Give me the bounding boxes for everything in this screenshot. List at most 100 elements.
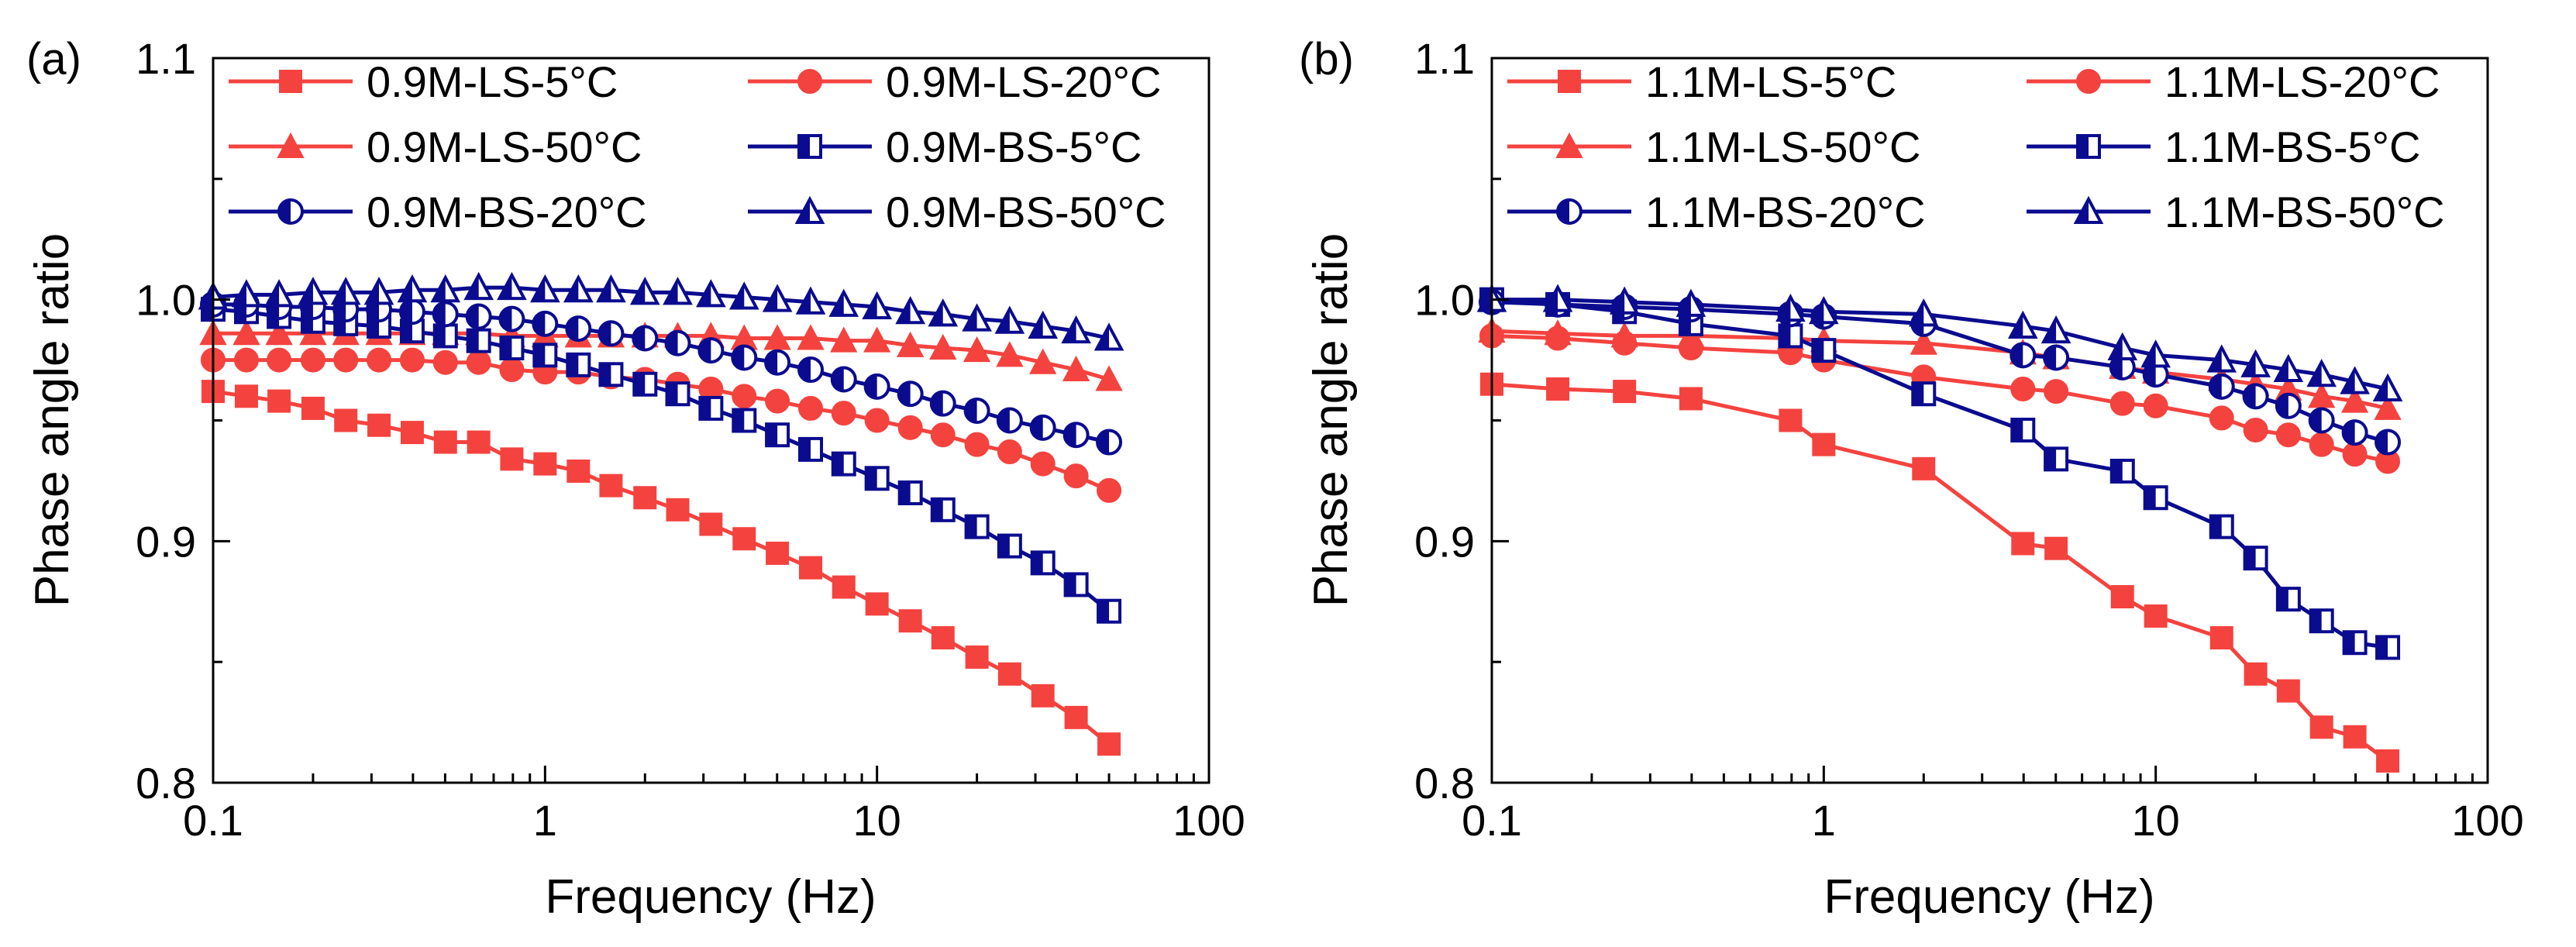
panel-a-series-1-point [234,384,258,408]
panel-a-series-1-point [633,486,657,510]
panel-b-series-4-point [2010,417,2036,443]
panel-a-series-3-point [1095,365,1123,391]
panel-a-series-6-point [397,274,428,303]
panel-a-series-5-point [1029,414,1056,441]
panel-a-series [198,271,1124,756]
panel-a-series-1-point [865,592,889,616]
panel-a-series-1-point [400,421,424,445]
panel-b-legend-label: 1.1M-LS-5°C [1645,57,1896,106]
panel-b-series-5-point [2009,342,2037,369]
panel-a-legend-entry: 0.9M-LS-5°C [229,57,618,106]
panel-a-x-tick-label: 100 [1173,796,1245,845]
panel-a-series-1-point [832,575,856,599]
panel-b-series-4-point [2209,514,2234,539]
panel-a-y-axis-title: Phase angle ratio [26,233,79,608]
panel-a-series-2-point [798,395,824,421]
panel-a-series-2-point [997,439,1022,465]
panel-a-series-2-point [367,347,392,373]
panel-b-series-1 [1480,372,2400,773]
panel-b-series-1-point [2376,749,2400,773]
panel-b-series-6-point [2040,315,2071,344]
panel-b-series-6-point [2273,353,2304,383]
panel-b-series-4-point [2109,458,2135,484]
panel-b-series-4-point [1811,338,1837,363]
panel-a-series-3-point [896,331,925,357]
panel-a-series-4-point [665,381,690,407]
panel-a-series-3-point [830,326,858,353]
panel-b-x-tick-label: 1 [1812,796,1836,845]
panel-b-series-6-point [2372,373,2403,401]
panel-a-series-6-point [563,274,594,303]
panel-a-series-2-point [333,347,359,373]
panel-b-series-6-point [1775,293,1806,322]
panel-a-series-3-point [232,319,260,346]
panel-b-series-5-point [2208,373,2235,400]
panel-b-series-6-point [1609,286,1640,315]
panel-a-series-6-point [363,277,394,305]
panel-b-series [1476,284,2403,773]
panel-a-series-5-point [897,381,924,408]
panel-a-x-tick-label: 0.1 [183,796,243,845]
panel-a-series-6-point [430,274,461,303]
panel-a-series-6-point [231,279,262,308]
panel-a-series-1-point [533,452,557,476]
panel-a-legend-label: 0.9M-LS-20°C [886,57,1161,106]
panel-b-series-6-point [2306,359,2337,387]
panel-a-series-4-point [997,533,1022,559]
panel-a-series-5-point [532,310,559,337]
panel-b-series-5-point [2375,429,2402,456]
panel-a-series-4-point [698,395,724,421]
panel-b-series-5-point [2275,392,2302,419]
panel-b-label: (b) [1299,34,1354,84]
panel-b-series-6-point [2107,332,2138,360]
panel-b-x-tick-label: 10 [2132,796,2180,845]
panel-b-series-1-point [1779,408,1803,432]
panel-a-series-5-point [432,301,459,328]
panel-a-series-4-point [1030,550,1056,576]
panel-a-series-6-point [696,279,726,308]
panel-a-series-6-point [762,284,793,312]
panel-a-series-4-point [598,362,624,387]
panel-a-series-6 [198,271,1124,351]
panel-a-legend-entry: 0.9M-BS-20°C [229,188,647,236]
panel-b-y-axis-title: Phase angle ratio [1304,233,1358,608]
panel-a-series-1 [201,380,1121,756]
panel-b-legend-label: 1.1M-BS-5°C [2164,122,2420,171]
panel-b-x-tick-label: 100 [2451,796,2523,845]
panel-a-series-1-point [898,609,922,633]
panel-a-legend-entry: 0.9M-BS-5°C [748,122,1142,171]
panel-a-series-1-point [267,389,291,413]
panel-a-label: (a) [26,34,81,84]
panel-b-series-6-point [2206,344,2237,373]
panel-a-series-2-line [213,358,1111,493]
panel-a-series-5-point [498,305,525,332]
panel-a-series-6-point [795,286,826,315]
panel-b-series-1-point [2309,715,2333,739]
panel-a-series-1-point [433,430,457,454]
panel-a-series-1-line [212,389,1111,746]
panel-a-series-4-point [499,336,525,360]
panel-a-y-tick-label: 1.1 [136,34,196,83]
panel-a-legend-label: 0.9M-LS-50°C [367,122,642,171]
panel-b-series-5-point [2242,383,2269,410]
panel-a-series-5-point [1096,429,1123,456]
panel-a-series-4-point [864,466,890,491]
panel-a-series-2-point [466,350,491,375]
panel-a-series-6-point [263,279,294,308]
panel-b-y-tick-label: 0.8 [1414,759,1475,808]
panel-a-legend-marker [277,198,304,225]
panel-b-legend-label: 1.1M-BS-20°C [1645,188,1926,236]
panel-a-series-2-point [864,408,890,433]
panel-b-legend-entry: 1.1M-BS-5°C [2027,122,2420,171]
panel-a-series-1-point [732,527,756,551]
panel-a-series-4-point [964,514,990,539]
panel-a-series-2-point [897,415,923,440]
panel-a-series-5-point [830,366,857,393]
panel-a-series-6-point [962,303,992,332]
panel-a-series-1-point [1097,732,1121,756]
panel-b-series-2-point [2109,391,2135,416]
panel-a-series-6-point [497,271,527,301]
panel-a-series-3-point [797,324,825,350]
